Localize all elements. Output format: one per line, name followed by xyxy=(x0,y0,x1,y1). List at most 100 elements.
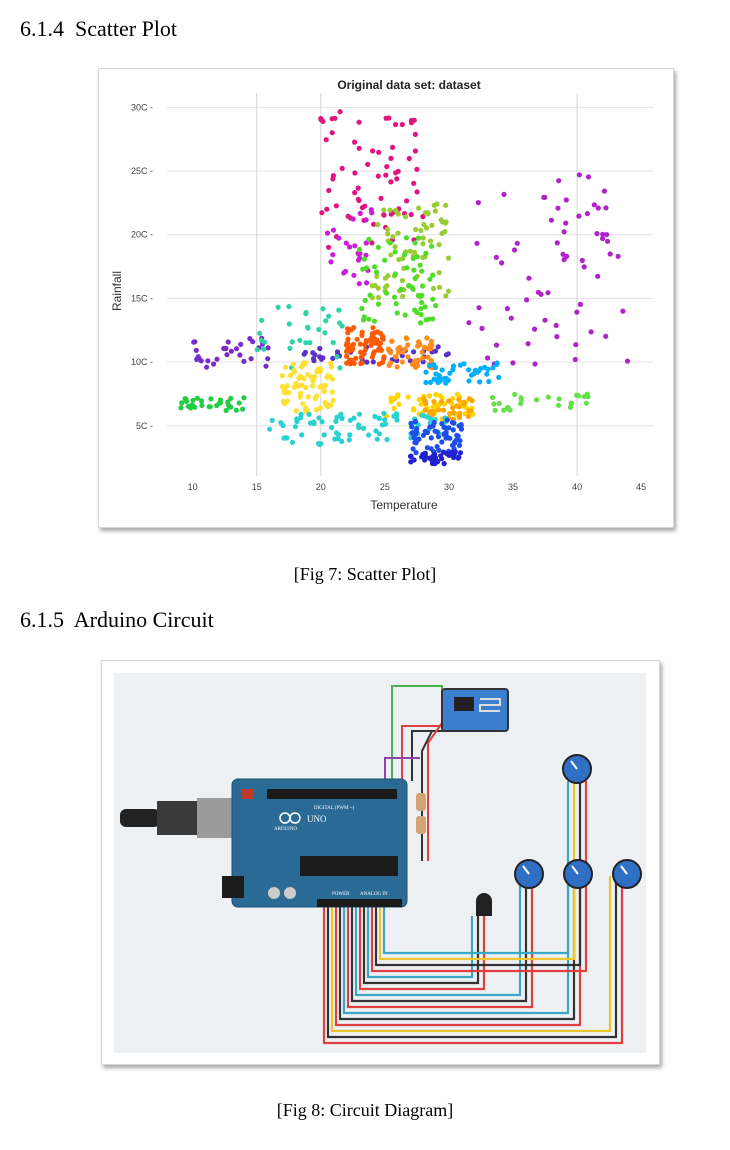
scatter-point xyxy=(405,354,411,360)
scatter-point xyxy=(524,297,530,303)
scatter-point xyxy=(383,290,390,296)
scatter-point xyxy=(430,272,436,278)
scatter-point xyxy=(303,311,309,317)
scatter-point xyxy=(390,234,396,240)
scatter-point xyxy=(436,407,442,413)
scatter-point xyxy=(423,250,429,256)
y-tick-label: 15C - xyxy=(131,293,153,303)
scatter-point xyxy=(581,264,587,270)
scatter-point xyxy=(414,166,420,172)
usb-cable xyxy=(120,798,237,838)
scatter-point xyxy=(426,393,432,399)
scatter-point xyxy=(363,217,369,223)
scatter-point xyxy=(377,345,383,351)
scatter-point xyxy=(479,325,485,331)
scatter-point xyxy=(518,397,524,403)
scatter-point xyxy=(466,367,472,373)
scatter-point xyxy=(450,363,457,369)
scatter-point xyxy=(436,284,443,290)
scatter-point xyxy=(221,345,227,352)
scatter-point xyxy=(477,379,483,385)
scatter-point xyxy=(199,398,205,404)
section-number: 6.1.4 xyxy=(20,16,64,41)
scatter-point xyxy=(431,458,437,464)
scatter-point xyxy=(445,351,451,357)
chart-title: Original data set: dataset xyxy=(337,78,480,92)
scatter-point xyxy=(233,407,239,413)
scatter-point xyxy=(553,322,559,328)
scatter-point xyxy=(443,378,449,384)
scatter-point xyxy=(361,351,367,357)
scatter-point xyxy=(373,428,379,434)
potentiometer xyxy=(562,754,592,784)
scatter-point xyxy=(363,339,369,345)
scatter-point xyxy=(330,227,337,233)
scatter-point xyxy=(484,371,490,377)
scatter-point xyxy=(375,222,381,228)
scatter-point xyxy=(324,206,330,212)
scatter-point xyxy=(345,345,351,351)
scatter-point xyxy=(435,344,441,350)
scatter-point xyxy=(311,421,317,427)
scatter-point xyxy=(371,349,377,355)
scatter-point xyxy=(344,353,350,359)
scatter-point xyxy=(445,288,452,294)
scatter-point xyxy=(350,341,357,347)
scatter-point xyxy=(603,205,609,211)
scatter-point xyxy=(328,360,334,366)
scatter-point xyxy=(355,250,361,256)
scatter-point xyxy=(278,420,284,426)
scatter-point xyxy=(381,354,387,360)
section-title: Arduino Circuit xyxy=(73,607,214,632)
scatter-point xyxy=(413,226,419,233)
scatter-point xyxy=(422,407,428,413)
scatter-point xyxy=(392,249,398,255)
scatter-point xyxy=(456,442,463,448)
reset-button xyxy=(242,789,254,799)
potentiometer xyxy=(612,859,642,889)
scatter-point xyxy=(376,415,382,421)
scatter-point xyxy=(357,210,363,216)
scatter-point xyxy=(408,453,414,459)
scatter-point xyxy=(430,296,436,302)
scatter-point xyxy=(427,342,433,348)
potentiometer xyxy=(514,859,544,889)
scatter-point xyxy=(405,394,411,400)
scatter-point xyxy=(310,383,316,389)
scatter-point xyxy=(415,235,422,241)
scatter-point xyxy=(563,220,569,226)
scatter-point xyxy=(447,411,453,417)
scatter-point xyxy=(404,336,410,342)
scatter-point xyxy=(533,397,540,403)
scatter-point xyxy=(443,202,449,208)
scatter-point xyxy=(414,426,420,432)
scatter-point xyxy=(371,318,378,324)
scatter-point xyxy=(287,372,293,378)
y-tick-label: 30C - xyxy=(131,102,153,112)
scatter-point xyxy=(424,414,430,420)
scatter-point xyxy=(433,391,439,398)
scatter-point xyxy=(317,345,323,352)
scatter-point xyxy=(237,352,243,358)
scatter-point xyxy=(476,305,482,311)
scatter-point xyxy=(577,301,583,307)
scatter-point xyxy=(293,408,299,414)
scatter-point xyxy=(347,432,353,438)
scatter-point xyxy=(439,439,445,445)
scatter-point xyxy=(411,457,417,463)
scatter-chart: 5C - 10C - 15C - 20C - 25C - 30C - 10 15 20 25 30 3… xyxy=(110,78,654,512)
scatter-point xyxy=(574,392,580,398)
scatter-point xyxy=(417,320,424,326)
scatter-point xyxy=(339,438,345,444)
scatter-point xyxy=(289,339,295,345)
scatter-point xyxy=(406,283,412,289)
scatter-point xyxy=(414,254,420,260)
scatter-point xyxy=(362,297,368,304)
y-axis-label: Rainfall xyxy=(110,271,124,311)
scatter-point xyxy=(192,404,198,410)
scatter-point xyxy=(572,356,578,363)
scatter-point xyxy=(427,379,434,385)
scatter-point xyxy=(384,164,390,170)
section-heading-scatter: 6.1.4 Scatter Plot xyxy=(20,16,177,42)
scatter-point xyxy=(394,310,400,316)
